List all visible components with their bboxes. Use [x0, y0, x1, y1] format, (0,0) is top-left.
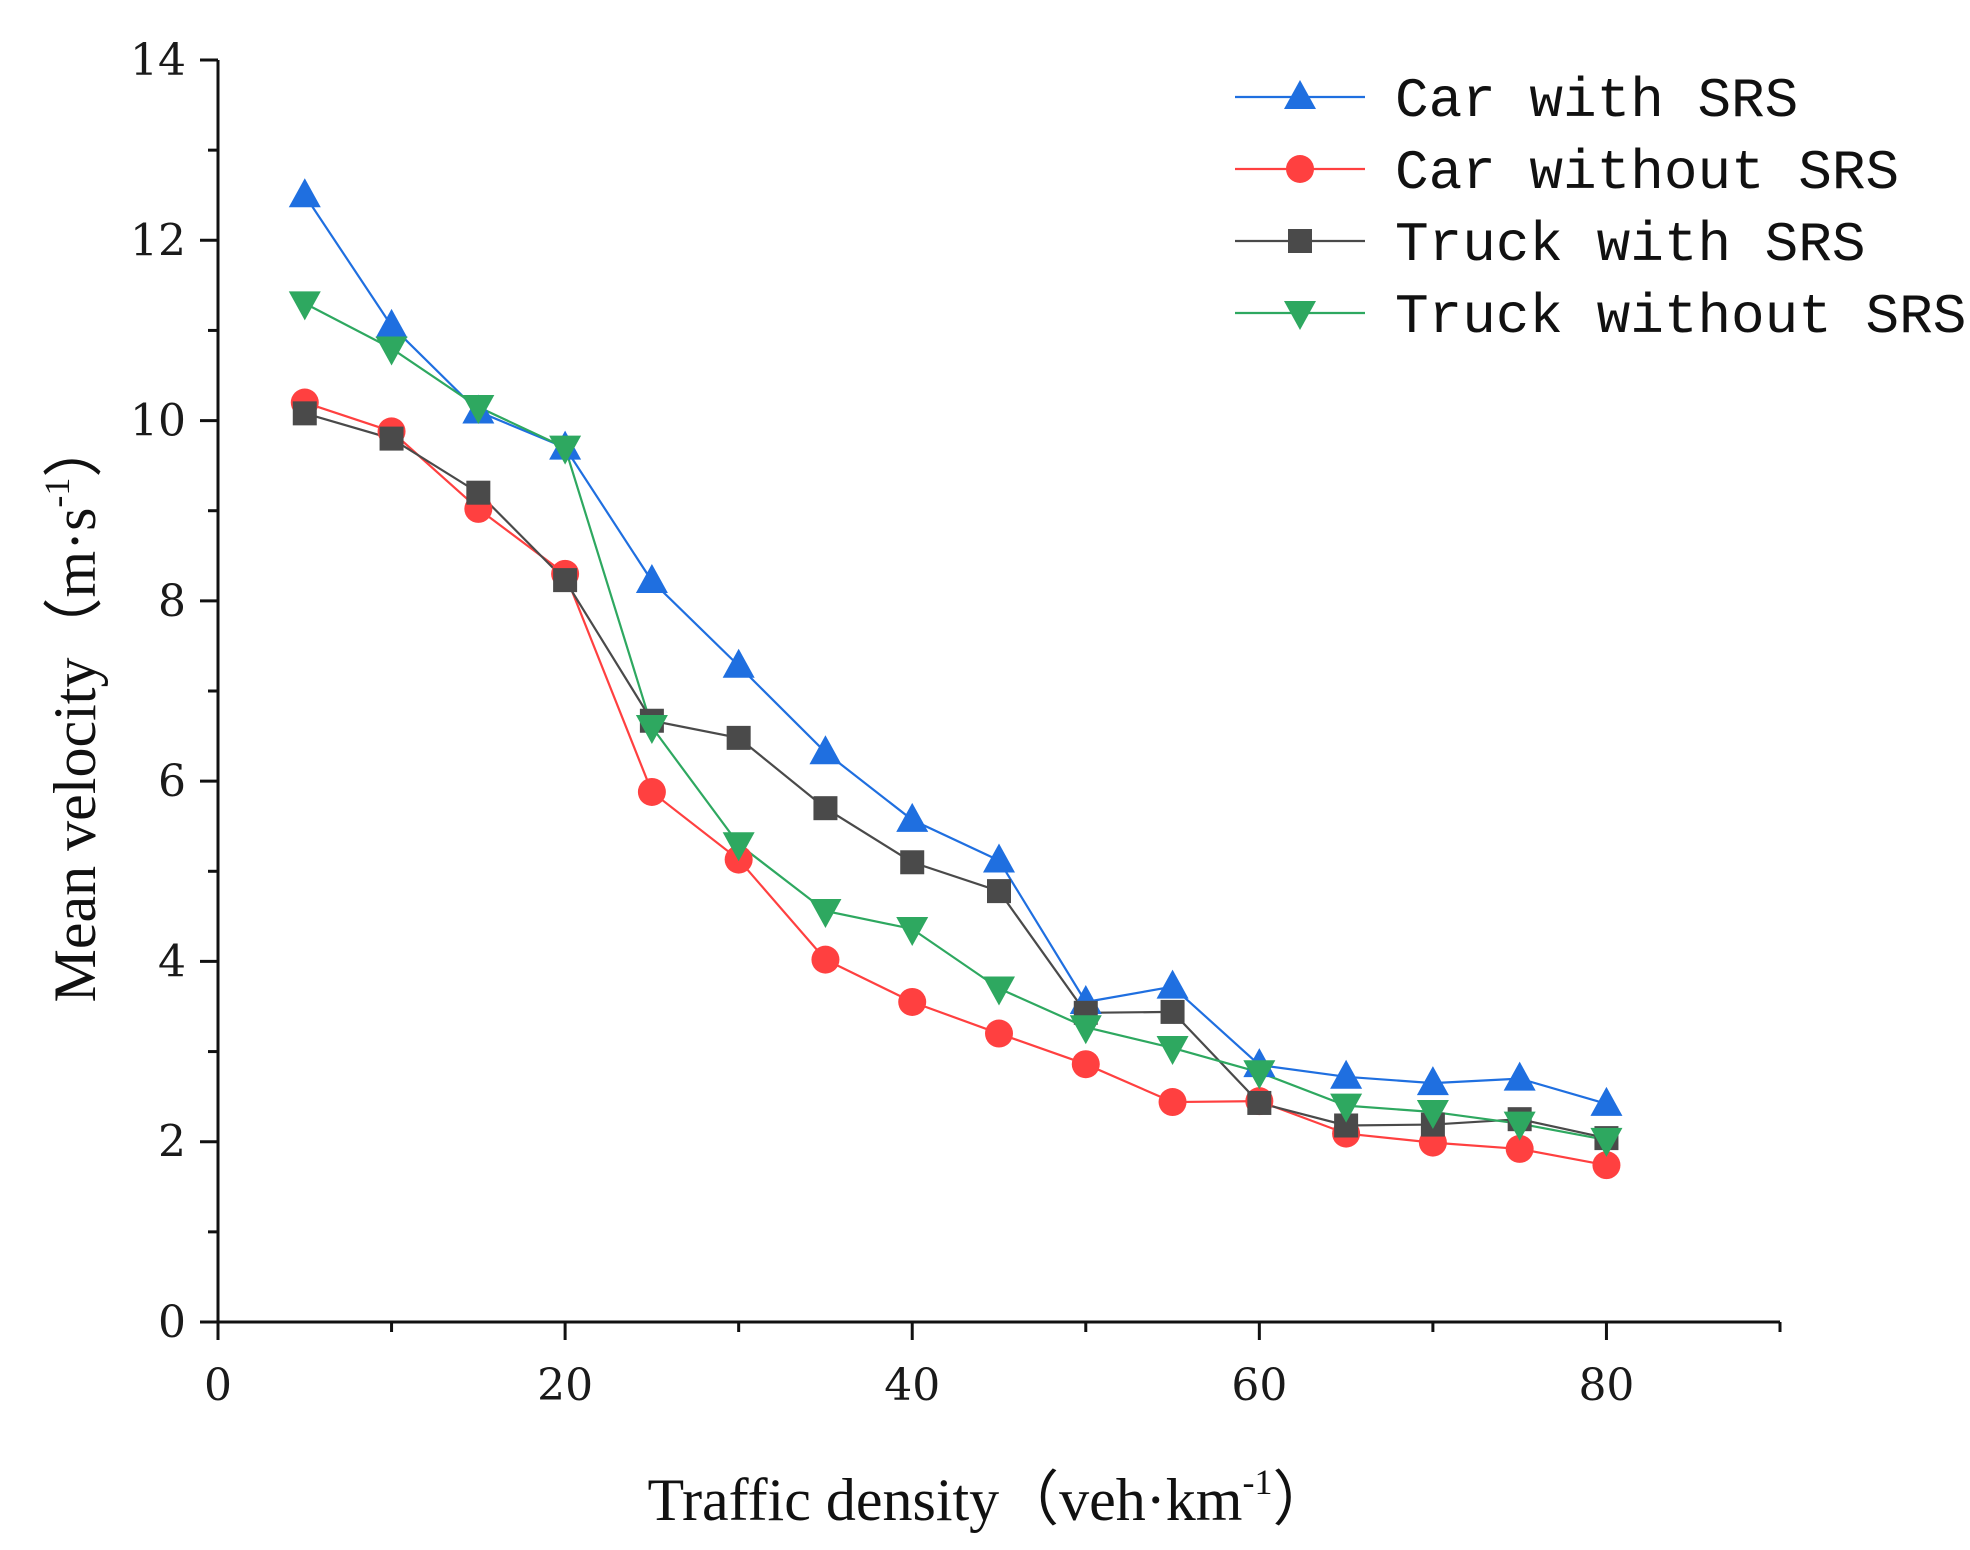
legend-label-truck-with-srs: Truck with SRS: [1395, 213, 1865, 277]
data-point-truck-without-srs: [983, 976, 1015, 1006]
legend-marker-truck-without-srs: [1284, 301, 1316, 330]
x-axis-title: Traffic density（veh·km-1）: [648, 1462, 1333, 1533]
series-line-car-without-srs: [304, 401, 1607, 1167]
y-tick-label: 12: [130, 215, 186, 266]
series-line-truck-with-srs: [304, 412, 1607, 1140]
legend-marker-truck-with-srs: [1288, 229, 1312, 253]
data-point-truck-with-srs: [466, 480, 491, 505]
series-line-car-with-srs: [303, 194, 1607, 1105]
data-point-truck-with-srs: [726, 725, 751, 750]
data-point-truck-with-srs: [813, 796, 838, 821]
data-point-truck-without-srs: [1243, 1060, 1276, 1090]
data-point-truck-without-srs: [288, 291, 321, 321]
legend-marker-car-without-srs: [1286, 155, 1314, 183]
data-point-truck-without-srs: [1156, 1035, 1189, 1065]
data-point-car-without-srs: [637, 777, 666, 806]
data-point-car-with-srs: [1416, 1066, 1449, 1096]
y-axis-title: Mean velocity（m·s-1）: [37, 418, 108, 1003]
y-tick-label: 2: [158, 1117, 186, 1168]
data-point-car-without-srs: [811, 945, 840, 974]
data-point-truck-without-srs: [375, 336, 408, 366]
legend-label-truck-without-srs: Truck without SRS: [1395, 285, 1966, 349]
data-point-car-with-srs: [809, 735, 842, 765]
y-tick-label: 4: [158, 936, 186, 987]
data-point-car-without-srs: [898, 987, 927, 1016]
y-axis-title-superscript: -1: [37, 478, 77, 508]
data-point-truck-without-srs: [809, 898, 842, 928]
legend-label-car-without-srs: Car without SRS: [1395, 141, 1899, 205]
data-point-truck-with-srs: [553, 568, 578, 593]
data-point-car-with-srs: [1156, 969, 1189, 999]
axes: 0 20 40 60 80 0 2 4 6 8 10 12 14: [130, 35, 1782, 1411]
y-tick-label: 8: [158, 576, 186, 627]
data-point-car-with-srs: [1330, 1059, 1363, 1089]
y-tick-label: 14: [130, 35, 186, 86]
data-point-truck-with-srs: [292, 401, 317, 426]
data-point-truck-without-srs: [1416, 1099, 1449, 1129]
data-point-truck-without-srs: [549, 435, 582, 465]
legend: Car with SRS Car without SRS Truck with SR…: [1235, 69, 1966, 349]
data-point-truck-without-srs: [1330, 1093, 1363, 1123]
data-point-car-with-srs: [375, 308, 408, 338]
x-axis-title-superscript: -1: [1242, 1462, 1272, 1502]
data-point-car-with-srs: [635, 564, 668, 594]
x-tick-label: 80: [1578, 1360, 1634, 1411]
data-point-car-without-srs: [1071, 1050, 1100, 1079]
x-tick-label: 40: [884, 1360, 940, 1411]
data-point-car-with-srs: [1590, 1086, 1623, 1116]
data-point-car-without-srs: [1505, 1134, 1534, 1163]
data-point-car-with-srs: [896, 802, 929, 832]
legend-marker-car-with-srs: [1284, 80, 1316, 109]
data-point-truck-without-srs: [722, 832, 755, 862]
data-point-truck-without-srs: [896, 916, 929, 946]
y-tick-label: 0: [158, 1297, 186, 1348]
data-point-car-with-srs: [288, 178, 321, 208]
x-tick-label: 60: [1231, 1360, 1287, 1411]
series-layer: [288, 178, 1623, 1180]
x-tick-label: 0: [204, 1360, 232, 1411]
data-point-car-without-srs: [1158, 1088, 1187, 1117]
y-tick-label: 10: [130, 396, 186, 447]
series-line-truck-without-srs: [304, 302, 1607, 1141]
data-point-truck-with-srs: [1160, 999, 1185, 1024]
x-tick-label: 20: [537, 1360, 593, 1411]
data-point-truck-with-srs: [379, 426, 404, 451]
data-point-truck-without-srs: [635, 715, 668, 745]
data-point-car-without-srs: [1592, 1151, 1621, 1180]
data-point-car-with-srs: [1503, 1061, 1536, 1091]
data-point-truck-without-srs: [462, 395, 495, 425]
data-point-car-without-srs: [985, 1019, 1013, 1048]
data-point-truck-without-srs: [1590, 1127, 1623, 1157]
data-point-truck-with-srs: [1247, 1090, 1272, 1115]
data-point-car-with-srs: [983, 843, 1015, 873]
data-point-truck-with-srs: [900, 850, 925, 875]
data-point-truck-without-srs: [1069, 1015, 1102, 1045]
data-point-truck-with-srs: [987, 879, 1011, 904]
data-point-car-with-srs: [722, 648, 755, 678]
y-tick-label: 6: [158, 756, 186, 807]
data-point-truck-without-srs: [1503, 1111, 1536, 1141]
legend-label-car-with-srs: Car with SRS: [1395, 69, 1798, 133]
